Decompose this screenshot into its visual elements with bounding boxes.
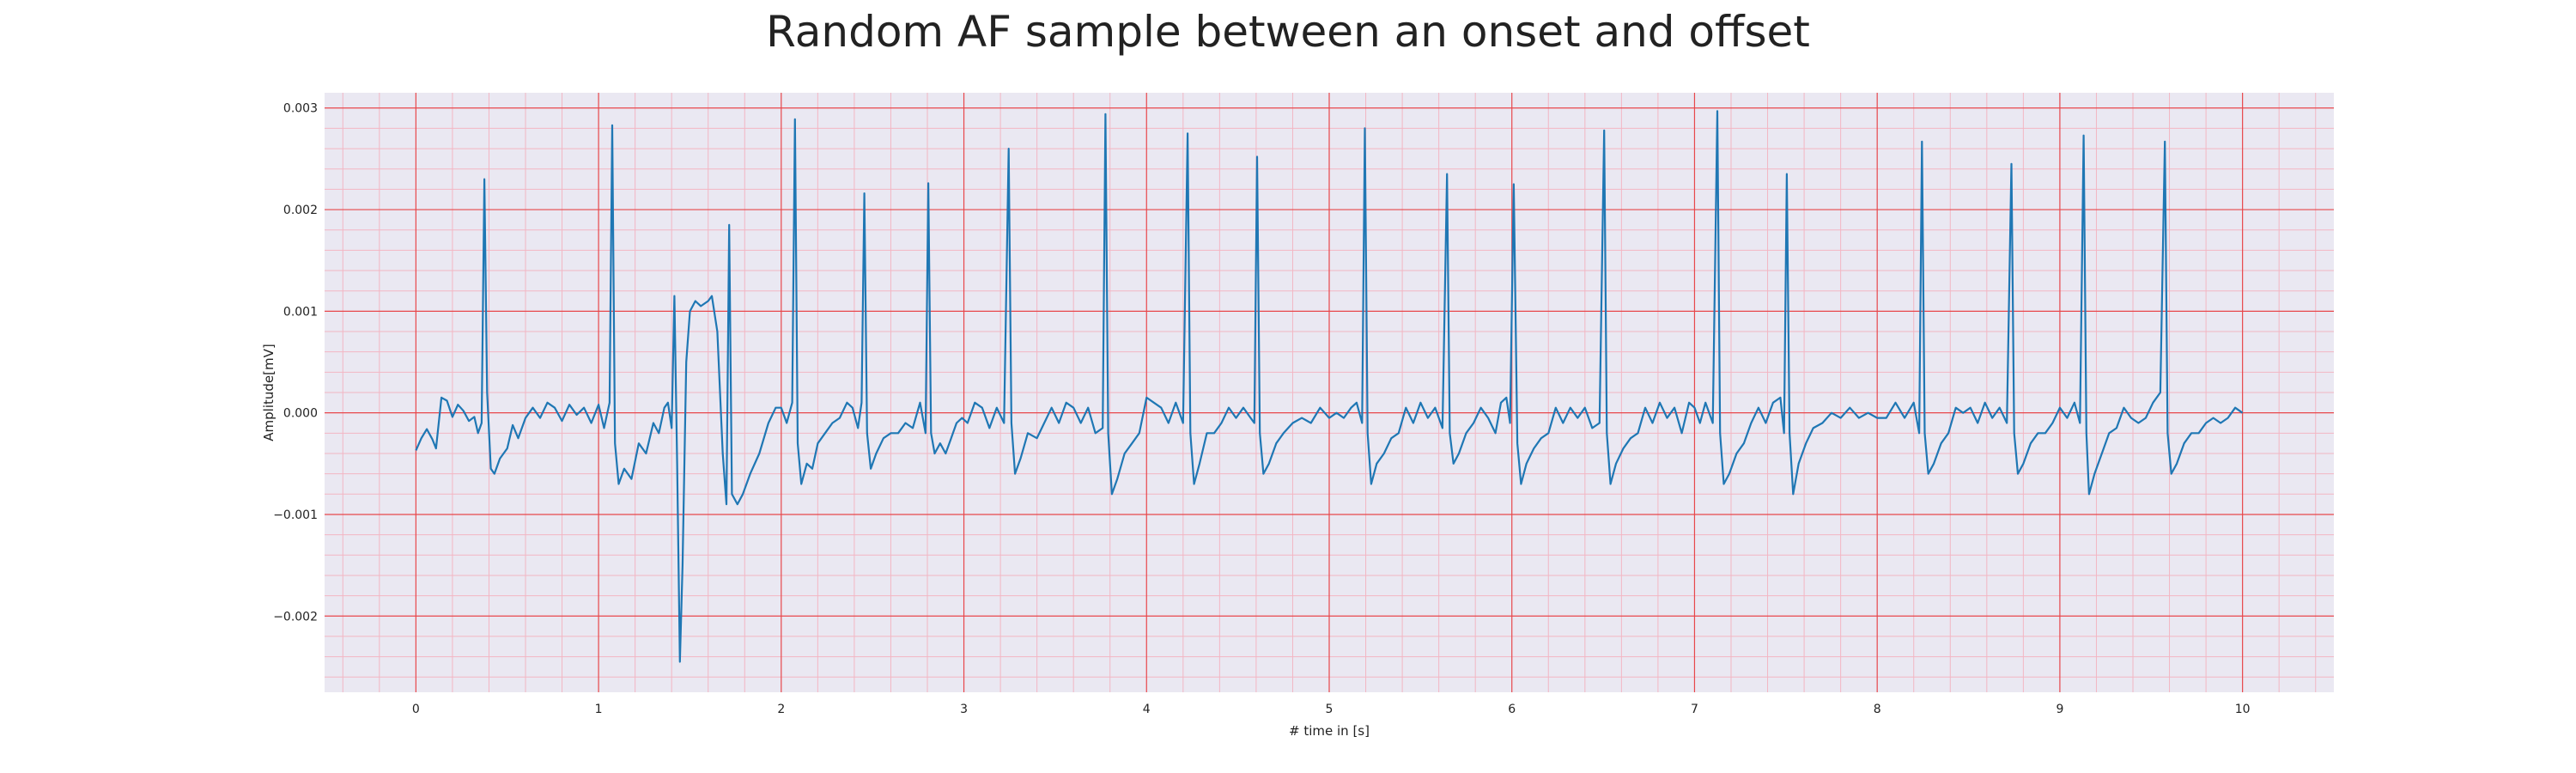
x-tick-label: 10 — [2235, 703, 2251, 716]
x-axis-ticks: 0 1 2 3 4 5 6 7 8 9 10 — [412, 703, 2251, 716]
x-tick-label: 0 — [412, 703, 420, 716]
y-tick-label: −0.002 — [273, 610, 318, 624]
x-tick-label: 5 — [1326, 703, 1334, 716]
x-tick-label: 8 — [1874, 703, 1881, 716]
x-tick-label: 4 — [1143, 703, 1151, 716]
x-tick-label: 9 — [2056, 703, 2063, 716]
y-tick-label: −0.001 — [273, 508, 318, 522]
y-tick-label: 0.000 — [283, 407, 318, 421]
y-tick-label: 0.002 — [283, 204, 318, 217]
x-tick-label: 6 — [1508, 703, 1516, 716]
x-tick-label: 1 — [595, 703, 603, 716]
x-axis-label: # time in [s] — [1289, 723, 1370, 739]
chart-title: Random AF sample between an onset and of… — [766, 7, 1810, 57]
x-tick-label: 2 — [777, 703, 785, 716]
y-tick-label: 0.001 — [283, 305, 318, 319]
ecg-series-line — [415, 110, 2244, 663]
y-axis-label: Amplitude[mV] — [261, 344, 276, 441]
y-axis-ticks: 0.003 0.002 0.001 0.000 −0.001 −0.002 — [273, 102, 318, 624]
x-tick-label: 3 — [960, 703, 968, 716]
y-tick-label: 0.003 — [283, 102, 318, 116]
x-tick-label: 7 — [1691, 703, 1698, 716]
major-grid — [325, 93, 2334, 692]
